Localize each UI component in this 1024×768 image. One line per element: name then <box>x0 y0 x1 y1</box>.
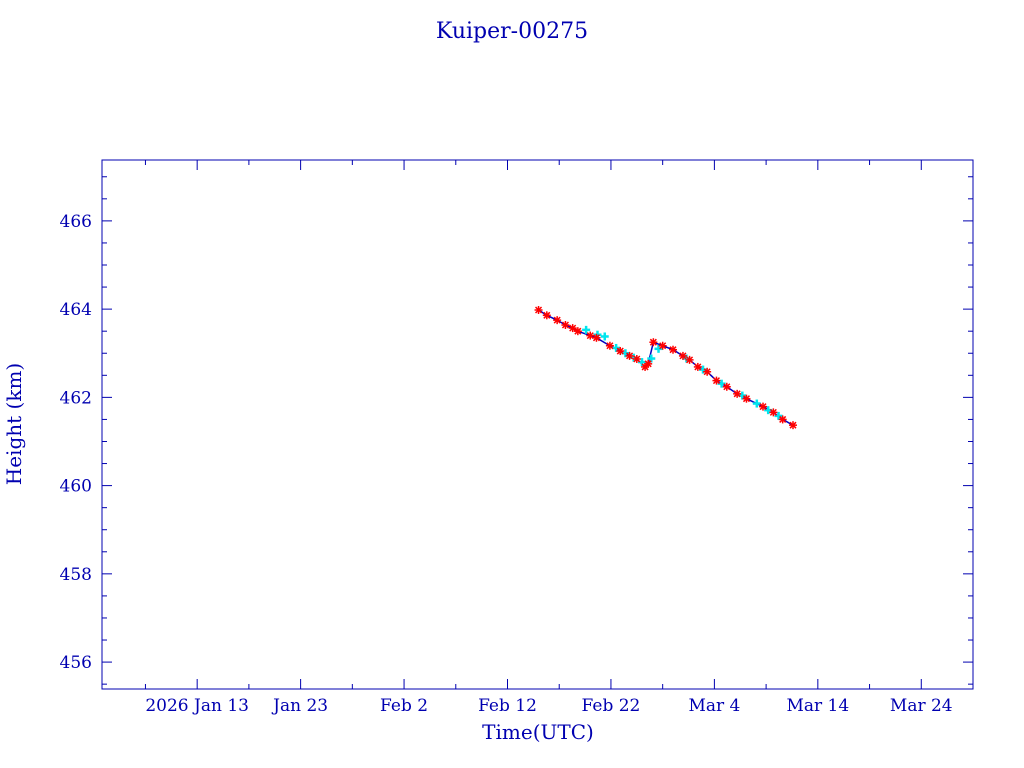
series-line <box>538 309 794 426</box>
observed-point-stroke <box>659 342 667 350</box>
observed-point-stroke <box>733 390 741 398</box>
observed-point <box>759 402 768 411</box>
observed-point-stroke <box>535 306 543 314</box>
y-tick-label: 456 <box>60 653 92 673</box>
observed-point-stroke <box>694 363 702 371</box>
x-tick-label: Feb 12 <box>478 696 537 716</box>
fit-point <box>654 344 663 353</box>
x-tick-label: Feb 2 <box>380 696 428 716</box>
observed-point-stroke <box>669 346 677 354</box>
observed-point-stroke <box>723 383 731 391</box>
observed-point-stroke <box>712 377 720 385</box>
observed-point <box>534 306 543 315</box>
observed-point-stroke <box>679 352 687 360</box>
observed-point <box>693 362 702 371</box>
observed-point <box>616 347 625 356</box>
observed-point <box>742 394 751 403</box>
observed-point-stroke <box>543 311 551 319</box>
y-tick-label: 460 <box>60 477 92 497</box>
x-axis-label: Time(UTC) <box>482 720 594 744</box>
observed-point-stroke <box>569 324 577 332</box>
observed-point <box>625 351 634 360</box>
observed-point <box>678 351 687 360</box>
observed-point <box>649 338 658 347</box>
observed-point <box>644 359 653 368</box>
chart-title: Kuiper-00275 <box>436 19 588 44</box>
x-tick-label: Mar 14 <box>786 696 849 716</box>
observed-point-stroke <box>703 368 711 376</box>
observed-point-stroke <box>586 332 594 340</box>
fit-point <box>774 411 783 420</box>
observed-point <box>733 389 742 398</box>
x-tick-labels: 2026 Jan 13 Jan 23 Feb 2 Feb 12 Feb 22 Mar 4 M… <box>145 696 952 716</box>
observed-point <box>669 345 678 354</box>
observed-point <box>632 354 641 363</box>
observed-point <box>722 382 731 391</box>
observed-point-stroke <box>649 338 657 346</box>
x-tick-label: 2026 Jan 13 <box>145 696 249 716</box>
observed-point <box>789 421 798 430</box>
axis-ticks <box>102 160 974 689</box>
x-tick-label: Jan 23 <box>271 696 328 716</box>
y-tick-label: 458 <box>60 565 92 585</box>
fit-point <box>582 325 591 334</box>
y-tick-labels: 456 458 460 462 464 466 <box>60 212 92 673</box>
fit-point <box>600 332 609 341</box>
plot-frame <box>101 159 974 690</box>
y-axis-label: Height (km) <box>2 363 26 485</box>
observed-point-stroke <box>553 316 561 324</box>
observed-point <box>553 316 562 325</box>
observed-point-stroke <box>633 355 641 363</box>
data-marks <box>534 306 798 430</box>
y-tick-label: 464 <box>60 300 92 320</box>
observed-point-stroke <box>626 352 634 360</box>
fit-point <box>612 343 621 352</box>
observed-point-stroke <box>592 334 600 342</box>
observed-point <box>592 333 601 342</box>
observed-point-stroke <box>742 395 750 403</box>
y-tick-label: 466 <box>60 212 92 232</box>
observed-point <box>769 408 778 417</box>
observed-point-stroke <box>769 408 777 416</box>
observed-point <box>561 321 570 330</box>
observed-point <box>712 376 721 385</box>
observed-point-stroke <box>561 321 569 329</box>
observed-point <box>703 367 712 376</box>
observed-point <box>573 327 582 336</box>
y-tick-label: 462 <box>60 388 92 408</box>
x-tick-label: Mar 24 <box>890 696 953 716</box>
observed-point-stroke <box>759 403 767 411</box>
x-tick-label: Feb 22 <box>582 696 641 716</box>
observed-point-stroke <box>616 347 624 355</box>
observed-point <box>778 415 787 424</box>
observed-point-stroke <box>644 360 652 368</box>
fit-point <box>752 399 761 408</box>
observed-point <box>658 341 667 350</box>
observed-point-stroke <box>574 327 582 335</box>
observed-point-stroke <box>789 421 797 429</box>
observed-point-stroke <box>606 342 614 350</box>
observed-point <box>586 331 595 340</box>
observed-point <box>542 311 551 320</box>
observed-point-stroke <box>686 356 694 364</box>
observed-point <box>685 355 694 364</box>
observed-point <box>605 341 614 350</box>
observed-point-stroke <box>779 415 787 423</box>
x-tick-label: Mar 4 <box>688 696 740 716</box>
